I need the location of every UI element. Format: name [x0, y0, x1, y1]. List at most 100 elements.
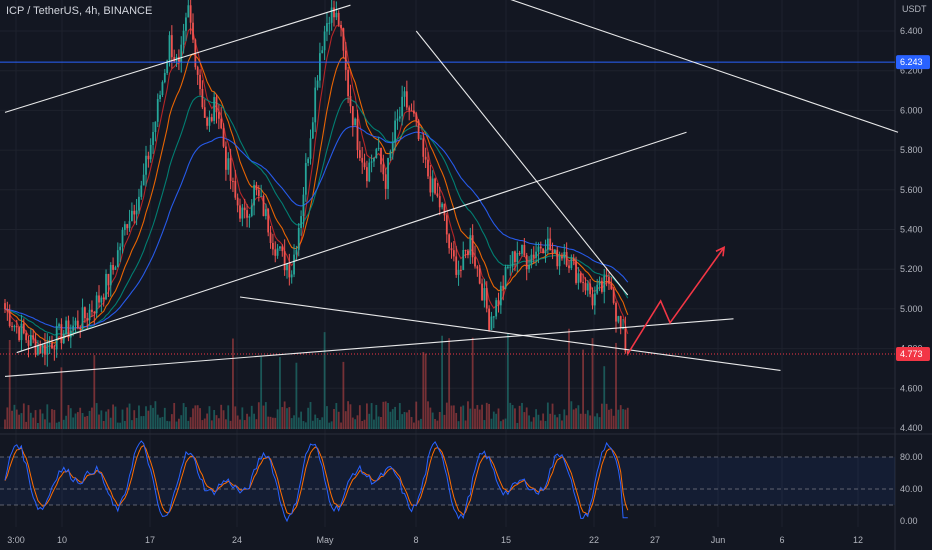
- volume-bar: [194, 405, 197, 429]
- candle: [135, 210, 138, 215]
- candle: [518, 253, 521, 255]
- volume-bar: [189, 417, 192, 429]
- volume-bar: [290, 418, 293, 429]
- candle: [445, 215, 448, 235]
- volume-bar: [304, 422, 307, 429]
- volume-bar: [417, 420, 420, 429]
- candle: [253, 184, 255, 206]
- candle: [76, 320, 79, 329]
- candle: [29, 335, 32, 346]
- volume-bar: [109, 417, 112, 429]
- candle: [556, 249, 559, 267]
- volume-bar: [201, 420, 204, 429]
- candle: [448, 234, 451, 249]
- x-tick-label: 6: [779, 535, 784, 545]
- volume-bar: [20, 413, 23, 429]
- volume-bar: [27, 405, 30, 429]
- x-tick-label: 12: [853, 535, 863, 545]
- candle: [455, 256, 458, 275]
- candle: [62, 334, 65, 344]
- volume-bar: [328, 422, 331, 429]
- volume-bar: [495, 413, 498, 429]
- candle: [161, 82, 164, 96]
- candle: [217, 112, 220, 119]
- candle: [568, 265, 570, 269]
- candle: [417, 120, 420, 140]
- candle: [328, 22, 331, 24]
- candle: [366, 167, 368, 182]
- volume-bar: [274, 417, 277, 429]
- candle: [610, 283, 613, 289]
- volume-bar: [424, 353, 427, 429]
- time-axis[interactable]: 3:00 10 17 24 May 8 15 22 27 Jun 6 12: [7, 535, 863, 545]
- candle: [544, 249, 547, 254]
- candle: [619, 316, 622, 328]
- projection-arrow[interactable]: [627, 246, 726, 355]
- x-tick-label: 24: [232, 535, 242, 545]
- volume-bar: [206, 413, 208, 429]
- volume-bar: [180, 415, 183, 429]
- volume-bar: [217, 418, 220, 429]
- horizontal-level[interactable]: [0, 61, 895, 355]
- volume-bar: [546, 402, 549, 429]
- volume-bar: [220, 404, 223, 429]
- candle: [229, 158, 232, 181]
- volume-bar: [147, 410, 150, 429]
- volume-bar: [450, 405, 453, 429]
- volume-bar: [166, 420, 169, 429]
- candle: [495, 300, 498, 317]
- volume-bar: [467, 401, 469, 429]
- candle: [105, 273, 107, 300]
- candle: [361, 157, 364, 163]
- y-tick-label: 5.400: [900, 225, 923, 235]
- candle: [354, 118, 357, 126]
- volume-bar: [596, 413, 599, 429]
- volume-bar: [215, 415, 218, 429]
- volume-bar: [408, 409, 411, 429]
- candle: [575, 260, 577, 283]
- candle: [563, 251, 566, 259]
- volume-bar: [307, 407, 310, 429]
- volume-bar: [476, 405, 479, 429]
- candle: [363, 162, 366, 168]
- trendlines[interactable]: [4, 0, 899, 377]
- volume-bar: [499, 421, 502, 429]
- candle: [109, 265, 112, 286]
- candle: [368, 162, 371, 182]
- volume-bar: [556, 417, 559, 429]
- volume-bar: [610, 408, 613, 429]
- candle: [276, 248, 279, 256]
- volume-bar: [549, 413, 552, 429]
- candle: [326, 23, 328, 32]
- last-price-tag: [896, 346, 930, 361]
- candle: [427, 159, 429, 177]
- volume-bar: [29, 412, 32, 429]
- candle: [15, 326, 18, 328]
- candle: [232, 180, 234, 182]
- volume-bar: [347, 401, 349, 429]
- volume-bar: [267, 416, 270, 429]
- candle: [65, 320, 67, 335]
- volume-bar: [330, 421, 333, 429]
- candle: [330, 7, 333, 23]
- candle: [323, 31, 326, 51]
- candle: [502, 285, 505, 289]
- volume-bar: [60, 367, 63, 429]
- volume-bar: [572, 409, 575, 429]
- candle: [492, 316, 495, 318]
- volume-bar: [11, 410, 13, 429]
- candle: [415, 113, 418, 121]
- candle: [128, 221, 131, 229]
- candle: [163, 73, 166, 83]
- candle: [457, 269, 460, 275]
- candle: [452, 250, 455, 257]
- x-tick-label: 10: [57, 535, 67, 545]
- volume-bar: [490, 418, 493, 429]
- price-axis[interactable]: USDT 6.400 6.200 6.000 5.800 5.600 5.400 5.200 5…: [896, 4, 930, 526]
- volume-bar: [53, 409, 56, 429]
- candle: [535, 251, 537, 258]
- volume-bar: [387, 402, 389, 429]
- volume-bar: [39, 409, 42, 429]
